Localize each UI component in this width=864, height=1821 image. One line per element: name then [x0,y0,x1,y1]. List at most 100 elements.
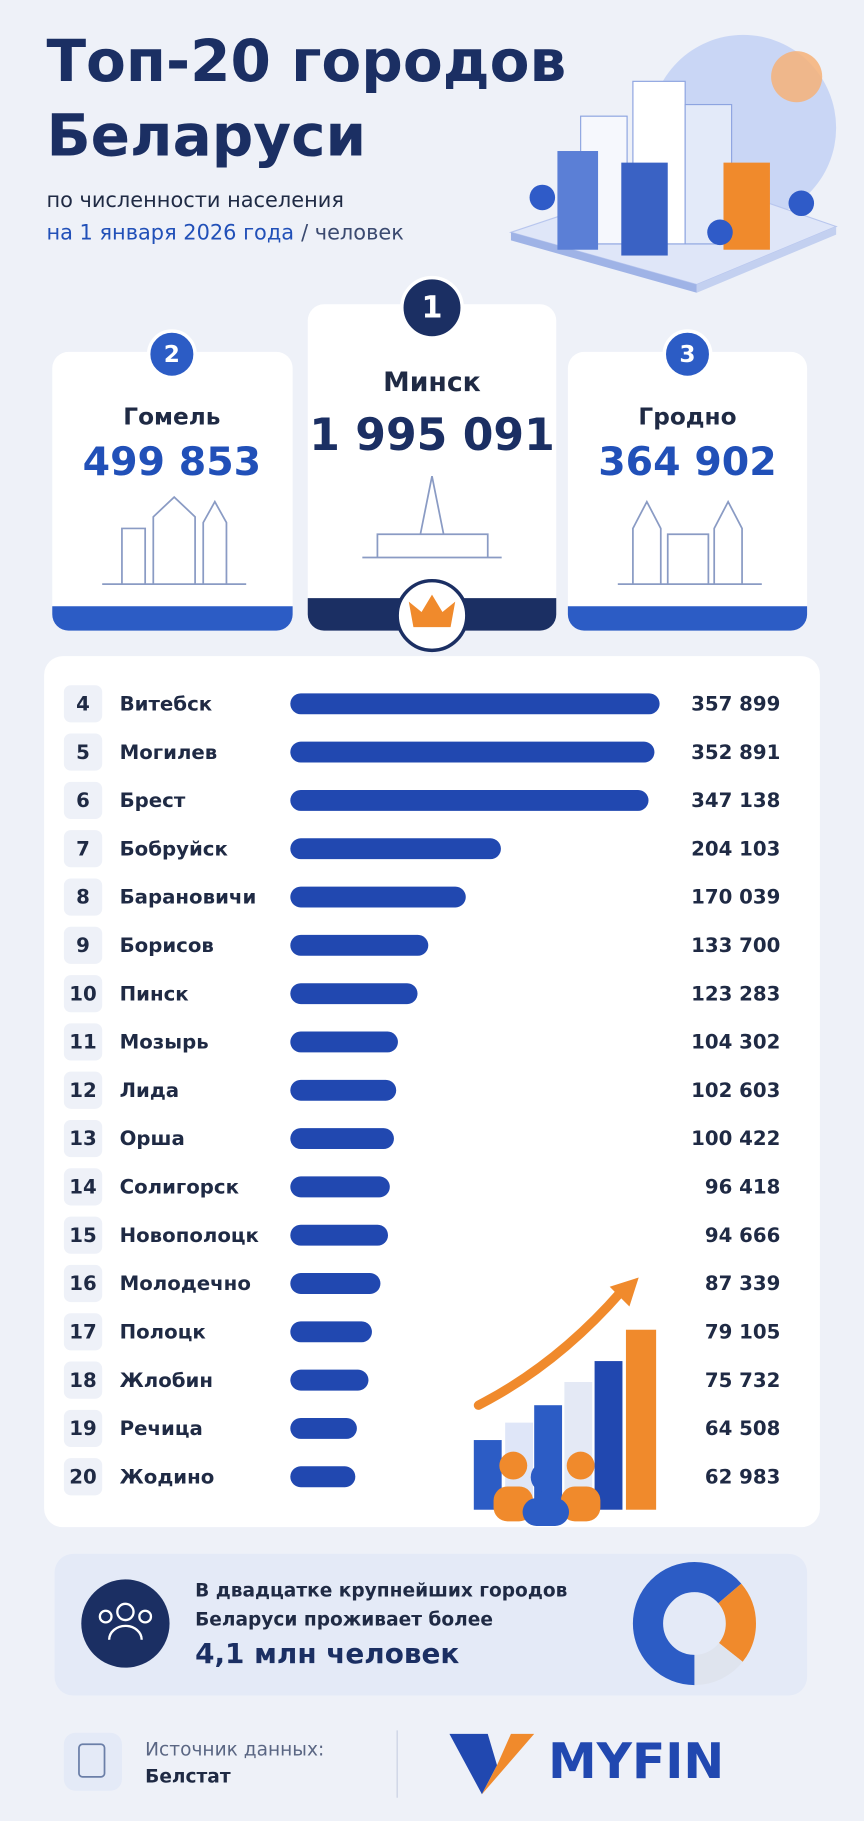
bar [290,741,655,763]
value-label: 123 283 [691,982,780,1005]
bar [290,886,466,908]
rank: 12 [69,1079,96,1102]
rank: 8 [76,886,90,909]
rank: 4 [76,692,90,715]
rank: 13 [69,1127,96,1150]
rank: 7 [76,837,90,860]
rank-box [63,781,103,819]
rank: 9 [76,934,90,957]
subtitle: по численности населения [46,188,343,212]
rank: 11 [69,1031,96,1054]
city-label: Жлобин [120,1369,213,1392]
rank-badge [400,275,464,340]
value-label: 62 983 [705,1465,781,1488]
rank-box [63,1458,103,1496]
bar [290,934,429,956]
rank: 10 [69,982,96,1005]
city-label: Новополоцк [120,1224,260,1247]
value-label: 204 103 [691,837,780,860]
rank-box [63,1409,103,1448]
city-label: Мозырь [120,1031,209,1054]
growth-illustration [473,1277,657,1526]
rank-box [63,733,103,771]
population: 364 902 [598,439,777,485]
rank-badge [146,329,197,380]
city-label: Борисов [120,934,214,957]
bar [290,1128,394,1150]
rank: 1 [421,290,442,325]
bar [290,1417,357,1439]
value-label: 352 891 [691,741,780,764]
rank-box [63,685,103,723]
city-label: Могилев [120,741,218,764]
bar [290,1273,381,1294]
city-label: Бобруйск [120,837,229,860]
source: Белстат [145,1766,231,1787]
value-label: 100 422 [691,1127,780,1150]
rank: 18 [69,1369,96,1392]
podium-cards [52,304,808,653]
value-label: 75 732 [705,1369,781,1392]
bar [290,1466,356,1488]
bar [290,838,501,860]
rank-box [63,1168,103,1206]
footer-decor [63,1730,535,1798]
rank-box [63,975,103,1013]
summary-box [54,1553,808,1696]
rank: 19 [69,1417,96,1440]
value-label: 79 105 [705,1320,781,1343]
city-label: Молодечно [120,1272,251,1295]
rank-box [63,1119,103,1158]
rank: 15 [69,1224,96,1247]
value-label: 94 666 [705,1224,781,1247]
bar-panel [44,656,820,1528]
rank-box [63,1071,103,1109]
city-label: Солигорск [120,1176,240,1199]
value-label: 133 700 [691,934,780,957]
city-label: Витебск [120,692,213,715]
city-label: Барановичи [120,886,257,909]
value-label: 96 418 [705,1176,781,1199]
bar [290,693,660,715]
value-label: 64 508 [705,1417,781,1440]
rank-box [63,1264,103,1303]
value-label: 87 339 [705,1272,781,1295]
rank: 3 [679,341,695,368]
value-label: 104 302 [691,1031,780,1054]
population: 1 995 091 [309,410,555,461]
bar [290,1224,389,1246]
value-label: 347 138 [691,789,780,812]
source-label: Источник данных: [145,1740,324,1761]
population: 499 853 [83,439,262,485]
bar [290,1321,372,1343]
title: Беларуси [46,102,366,170]
rank-box [63,1023,103,1061]
date: на 1 января 2026 года [46,220,294,244]
rank-box [63,926,103,964]
unit: / человек [301,220,404,244]
bar [290,1369,369,1391]
bar [290,1031,398,1053]
city-label: Пинск [120,982,190,1005]
rank-box [63,1216,103,1254]
summary-text: Беларуси проживает более [195,1610,493,1631]
rank: 17 [69,1320,96,1343]
value-label: 170 039 [691,886,780,909]
rank-badge [662,329,713,380]
rank: 16 [69,1272,96,1295]
value-label: 102 603 [691,1079,780,1102]
bar [290,789,649,811]
summary-text: В двадцатке крупнейших городов [195,1581,567,1602]
title: Топ-20 городов [46,27,566,95]
rank-box [63,1313,103,1351]
city: Минск [383,367,481,398]
rank: 2 [164,341,180,368]
city-label: Полоцк [120,1320,207,1343]
city: Гродно [638,404,736,431]
rank: 14 [69,1176,96,1199]
rank-box [63,1361,103,1399]
rank-box [63,878,103,916]
logo: MYFIN [548,1733,724,1790]
city-illustration [508,34,838,293]
